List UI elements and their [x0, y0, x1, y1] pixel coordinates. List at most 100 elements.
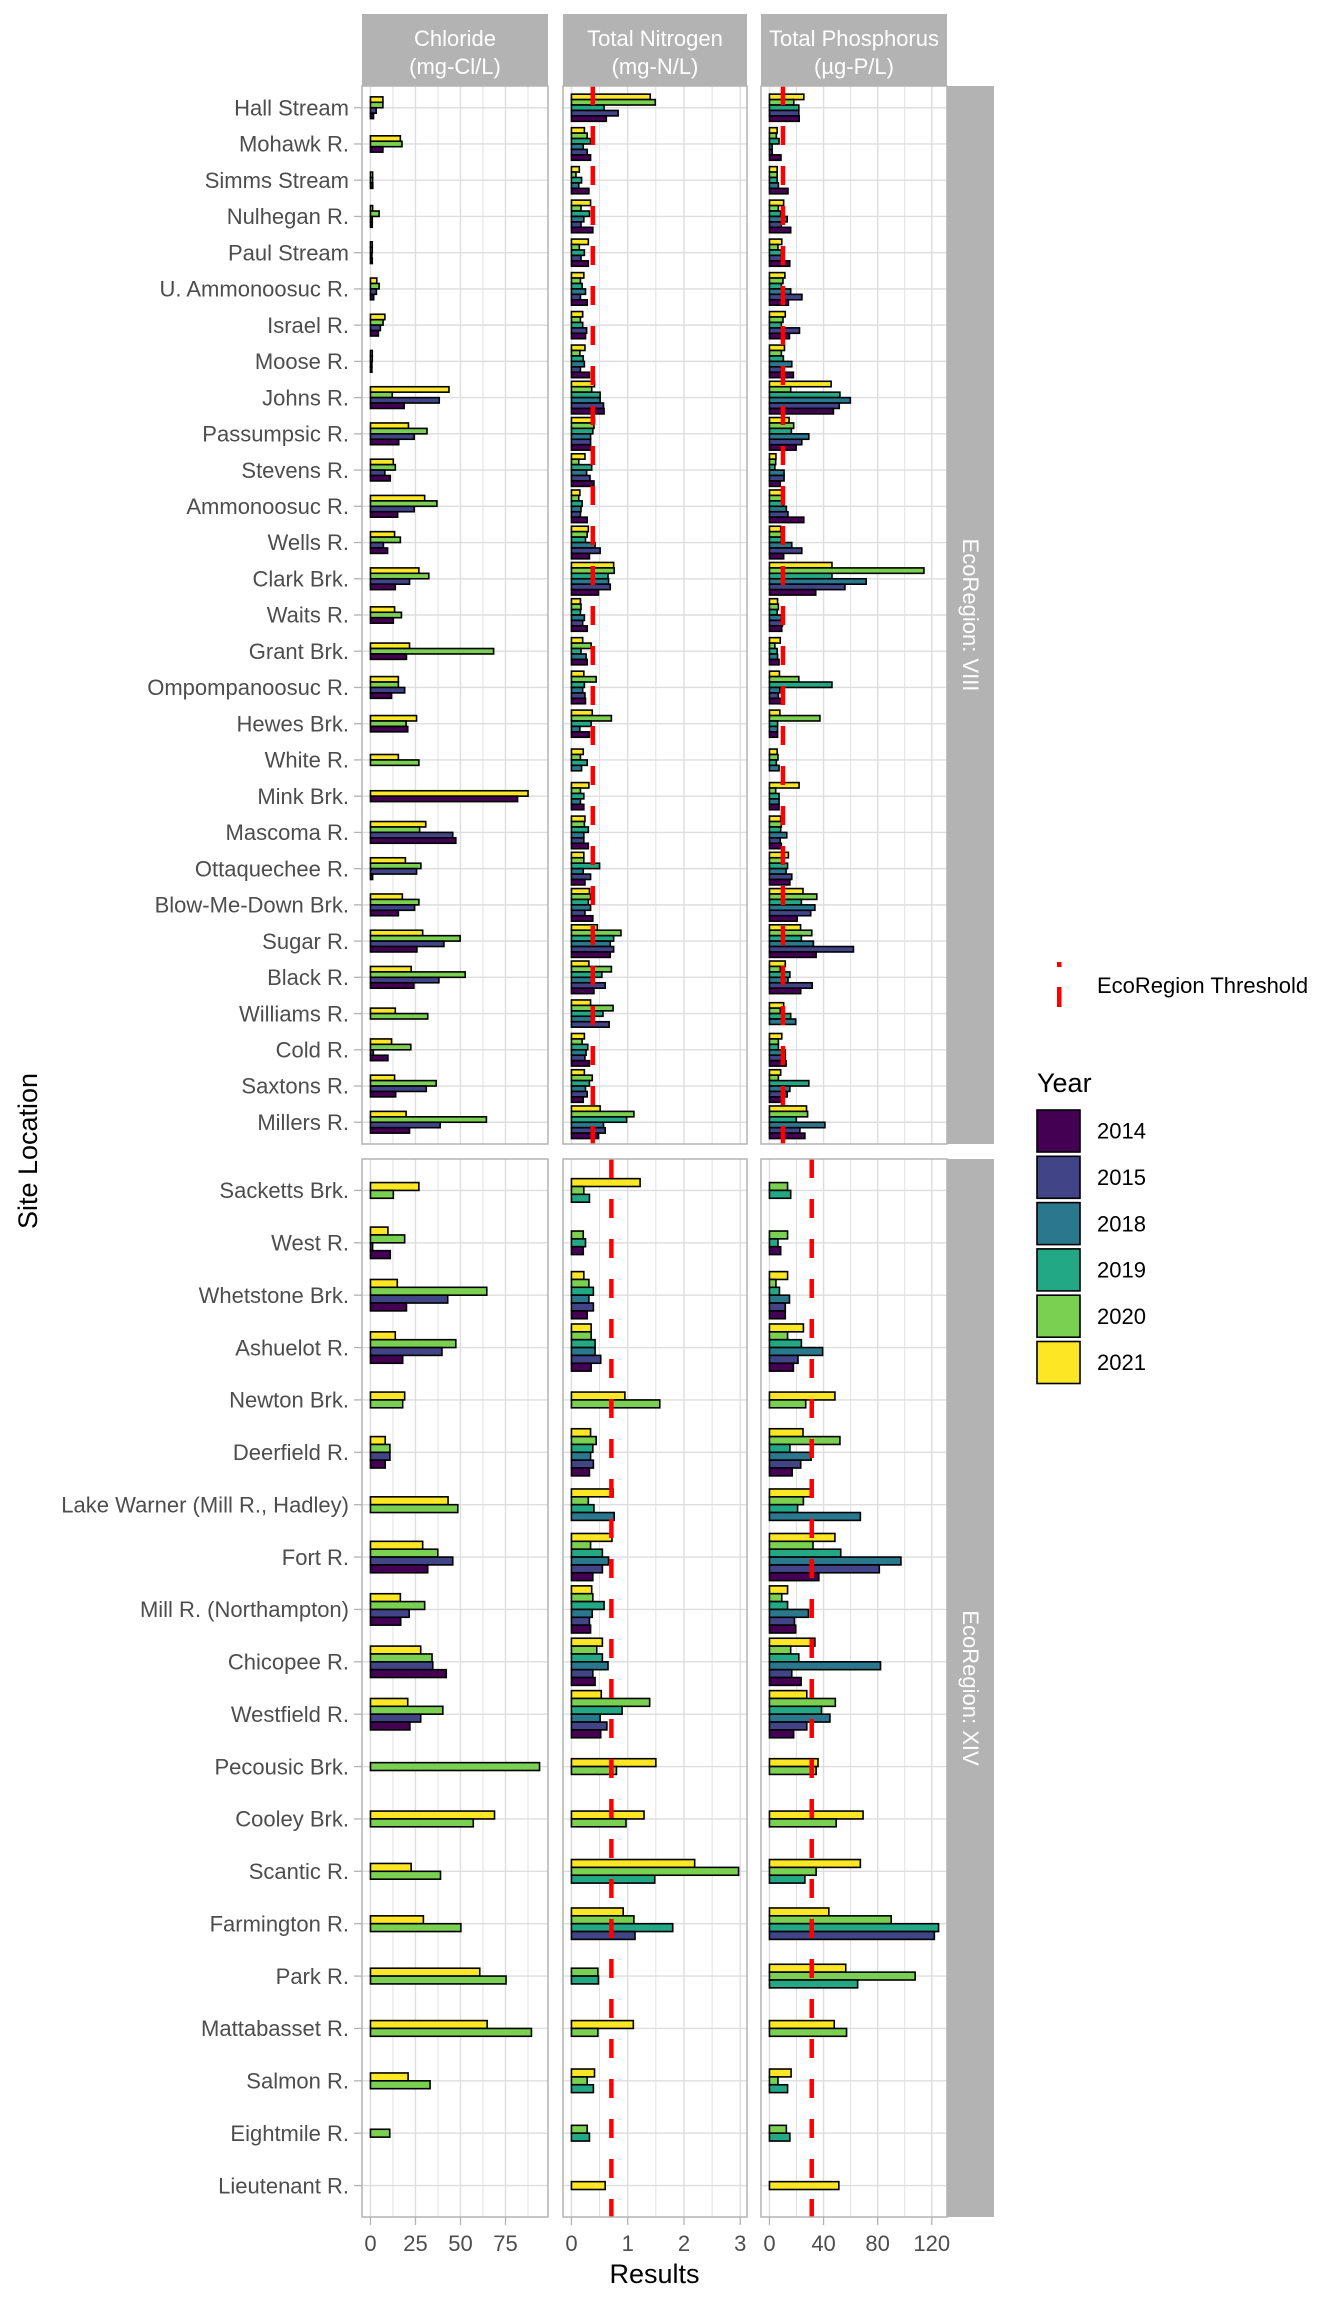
bar-tn-waits-r-2018 [570, 614, 586, 622]
bar-tn-clark-brk-2015 [570, 583, 612, 591]
bar-tp-westfield-r-2020 [768, 1697, 837, 1708]
bar-tn-hall-stream-2015 [570, 109, 619, 117]
bar-cl-mascoma-r-2014 [369, 837, 457, 845]
bar-tn-mohawk-r-2014 [570, 154, 592, 162]
bar-tn-cold-r-2018 [570, 1048, 587, 1057]
bar-tp-blow-me-down-brk-2020 [768, 893, 818, 901]
bar-tp-simms-stream-2019 [768, 176, 778, 184]
bar-tn-stevens-r-2020 [570, 458, 580, 466]
bar-tp-westfield-r-2021 [768, 1689, 808, 1700]
bar-tp-whetstone-brk-2018 [768, 1294, 791, 1304]
bar-tn-scantic-r-2020 [570, 1866, 740, 1877]
bar-tp-ottaquechee-r-2021 [768, 851, 790, 859]
bar-tp-ammonoosuc-r-2018 [768, 505, 788, 513]
bar-tn-simms-stream-2014 [570, 187, 590, 195]
bar-cl-stevens-r-2014 [369, 474, 392, 482]
bar-tp-passumpsic-r-2019 [768, 427, 793, 435]
bar-tn-clark-brk-2019 [570, 572, 609, 580]
bar-tn-west-r-2014 [570, 1245, 585, 1256]
bar-tn-millers-r-2015 [570, 1126, 607, 1134]
bar-cl-u-ammonoosuc-r-2015 [369, 288, 378, 296]
threshold-legend-label: EcoRegion Threshold [1097, 973, 1308, 998]
bar-tn-u-ammonoosuc-r-2019 [570, 282, 583, 290]
legend-label-2021: 2021 [1097, 1350, 1146, 1375]
bar-tp-hewes-brk-2021 [768, 709, 781, 717]
bar-tn-eightmile-r-2019 [570, 2132, 591, 2142]
bar-tp-hall-stream-2021 [768, 93, 805, 101]
bar-tp-ashuelot-r-2014 [768, 1362, 795, 1372]
bar-cl-williams-r-2020 [369, 1012, 429, 1020]
bar-cl-stevens-r-2020 [369, 463, 397, 471]
bar-tp-israel-r-2021 [768, 310, 787, 318]
bar-tn-white-r-2021 [570, 748, 585, 756]
bar-cl-nulhegan-r-2020 [369, 210, 380, 218]
bar-tn-williams-r-2018 [570, 1015, 595, 1023]
bar-tn-cold-r-2014 [570, 1059, 591, 1067]
bar-tn-johns-r-2014 [570, 407, 605, 415]
bar-tp-farmington-r-2021 [768, 1907, 830, 1917]
bar-tp-saxtons-r-2020 [768, 1074, 780, 1082]
bar-tn-mohawk-r-2020 [570, 132, 588, 140]
bar-tp-whetstone-brk-2020 [768, 1278, 777, 1289]
strip-unit-tp: (µg-P/L) [814, 54, 894, 79]
bar-cl-wells-r-2020 [369, 536, 402, 544]
bar-tp-nulhegan-r-2015 [768, 221, 783, 229]
bar-tp-nulhegan-r-2019 [768, 210, 782, 218]
bar-tp-cold-r-2014 [768, 1059, 787, 1067]
strip-title-cl: Chloride [414, 26, 496, 51]
bar-tn-moose-r-2018 [570, 360, 586, 368]
bar-tn-chicopee-r-2019 [570, 1653, 604, 1663]
bar-tp-paul-stream-2015 [768, 254, 783, 262]
bar-tn-blow-me-down-brk-2015 [570, 909, 586, 917]
bar-tn-ammonoosuc-r-2019 [570, 500, 583, 508]
bar-tp-waits-r-2021 [768, 597, 779, 605]
bar-tn-moose-r-2021 [570, 344, 586, 352]
bar-cl-west-r-2021 [369, 1226, 389, 1236]
bar-tp-ashuelot-r-2019 [768, 1338, 803, 1349]
bar-tp-white-r-2019 [768, 759, 778, 767]
bar-tp-mascoma-r-2014 [768, 842, 783, 850]
site-label-hewes-brk: Hewes Brk. [237, 711, 349, 736]
strip-ecoregion-1 [947, 1159, 994, 2217]
legend-label-2015: 2015 [1097, 1165, 1146, 1190]
bar-tn-grant-brk-2019 [570, 647, 582, 655]
bar-tn-israel-r-2021 [570, 310, 584, 318]
bar-tp-passumpsic-r-2018 [768, 433, 810, 441]
bar-tp-ashuelot-r-2015 [768, 1354, 799, 1365]
site-label-grant-brk: Grant Brk. [249, 639, 349, 664]
bar-tp-deerfield-r-2018 [768, 1451, 812, 1461]
bar-tp-whetstone-brk-2014 [768, 1310, 787, 1320]
bar-tp-johns-r-2018 [768, 396, 852, 404]
bar-cl-moose-r-2015 [369, 360, 373, 368]
bar-tn-ompompanoosuc-r-2019 [570, 681, 586, 689]
bar-tp-chicopee-r-2021 [768, 1637, 816, 1647]
x-tick-label-tp: 40 [811, 2231, 835, 2256]
bar-tp-eightmile-r-2019 [768, 2132, 791, 2142]
bar-tn-grant-brk-2018 [570, 653, 587, 661]
bar-tn-ompompanoosuc-r-2014 [570, 697, 587, 705]
bar-tn-mascoma-r-2015 [570, 837, 585, 845]
bar-cl-moose-r-2020 [369, 355, 374, 363]
bar-tp-stevens-r-2014 [768, 480, 782, 488]
x-tick-label-cl: 50 [448, 2231, 472, 2256]
bar-tn-mascoma-r-2014 [570, 842, 590, 850]
bar-cl-cold-r-2014 [369, 1054, 389, 1062]
bar-tp-mohawk-r-2018 [768, 143, 773, 151]
bar-cl-fort-r-2021 [369, 1540, 424, 1551]
bar-tp-fort-r-2020 [768, 1540, 814, 1551]
bar-tp-mattabasset-r-2020 [768, 2027, 848, 2038]
bar-tp-fort-r-2019 [768, 1548, 842, 1558]
bar-tn-mascoma-r-2018 [570, 831, 585, 839]
bar-tp-grant-brk-2020 [768, 642, 776, 650]
bar-cl-ompompanoosuc-r-2015 [369, 686, 406, 694]
bar-tp-white-r-2020 [768, 753, 779, 761]
bar-tn-ottaquechee-r-2019 [570, 862, 601, 870]
bar-tn-black-r-2014 [570, 987, 595, 995]
bar-tn-west-r-2019 [570, 1238, 587, 1248]
bar-tp-mill-r-northampton-2020 [768, 1592, 783, 1603]
site-label-mascoma-r: Mascoma R. [226, 820, 349, 845]
bar-tn-u-ammonoosuc-r-2015 [570, 293, 582, 301]
bar-tn-moose-r-2014 [570, 371, 591, 379]
bar-tn-mill-r-northampton-2018 [570, 1608, 594, 1619]
